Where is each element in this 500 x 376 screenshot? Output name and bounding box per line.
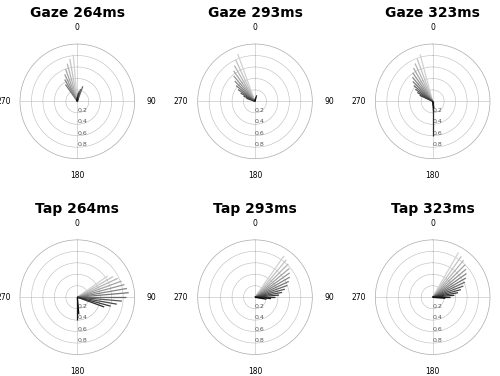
Title: Tap 264ms: Tap 264ms	[36, 202, 119, 216]
Title: Gaze 264ms: Gaze 264ms	[30, 6, 125, 20]
Title: Gaze 293ms: Gaze 293ms	[208, 6, 302, 20]
Title: Tap 323ms: Tap 323ms	[391, 202, 474, 216]
Title: Gaze 323ms: Gaze 323ms	[385, 6, 480, 20]
Title: Tap 293ms: Tap 293ms	[213, 202, 297, 216]
